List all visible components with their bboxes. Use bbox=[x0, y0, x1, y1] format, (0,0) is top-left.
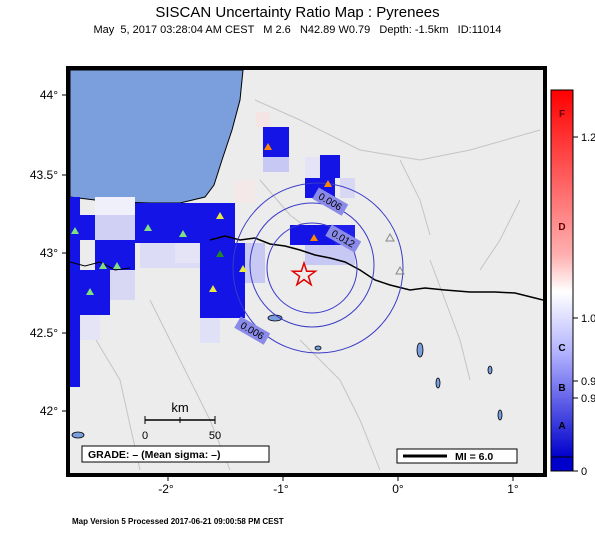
station-triangle-icon bbox=[144, 224, 152, 231]
grade-text: GRADE: – (Mean sigma: –) bbox=[88, 449, 220, 461]
colorbar-gradient bbox=[550, 89, 574, 458]
station-triangle-icon bbox=[99, 262, 107, 269]
lat-label: 42° bbox=[40, 404, 58, 418]
lon-label: -1° bbox=[273, 482, 289, 496]
lat-labels: 44° 43.5° 43° 42.5° 42° bbox=[30, 88, 58, 418]
grade-letter: C bbox=[558, 343, 565, 354]
station-triangle-icon bbox=[113, 262, 121, 269]
station-triangle-icon bbox=[86, 288, 94, 295]
station-triangle-icon bbox=[179, 230, 187, 237]
contour-labels: 0.006 0.012 0.006 bbox=[234, 187, 362, 345]
lon-label: 0° bbox=[392, 482, 404, 496]
station-triangle-icon bbox=[310, 234, 318, 241]
grade-letter: D bbox=[558, 222, 565, 233]
mi-box bbox=[396, 448, 518, 464]
colorbar: F D C B A 1.2 1.0 0.9 0.9 0 bbox=[550, 89, 595, 478]
mi-text: MI = 6.0 bbox=[455, 451, 493, 463]
lat-label: 43.5° bbox=[30, 168, 58, 182]
scale-unit: km bbox=[171, 400, 188, 415]
colorbar-value: 0.9 bbox=[581, 393, 595, 405]
uncertainty-contours bbox=[232, 182, 404, 354]
map-title: SISCAN Uncertainty Ratio Map : Pyrenees bbox=[155, 4, 440, 21]
lon-labels: -2° -1° 0° 1° bbox=[158, 482, 519, 496]
lakes bbox=[71, 314, 503, 439]
station-triangle-icon bbox=[324, 180, 332, 187]
grade-letter: A bbox=[558, 421, 565, 432]
lon-label: 1° bbox=[507, 482, 519, 496]
station-triangle-icon bbox=[264, 143, 272, 150]
station-triangle-icon bbox=[239, 265, 247, 272]
lat-label: 44° bbox=[40, 88, 58, 102]
lon-label: -2° bbox=[158, 482, 174, 496]
colorbar-value: 0.9 bbox=[581, 376, 595, 388]
station-triangle-icon bbox=[71, 227, 79, 234]
grade-letter: F bbox=[559, 109, 565, 120]
scale-tick: 50 bbox=[209, 430, 221, 442]
station-triangle-icon bbox=[209, 285, 217, 292]
event-info: May 5, 2017 03:28:04 AM CEST M 2.6 N42.8… bbox=[93, 24, 502, 36]
lat-label: 43° bbox=[40, 246, 58, 260]
stations bbox=[71, 143, 405, 295]
uncertainty-grid bbox=[70, 112, 355, 387]
grade-box bbox=[81, 445, 270, 463]
colorbar-value: 0 bbox=[581, 466, 587, 478]
grade-letter: B bbox=[558, 383, 565, 394]
lat-label: 42.5° bbox=[30, 326, 58, 340]
footer-processed: Map Version 5 Processed 2017-06-21 09:00… bbox=[72, 517, 284, 526]
epicenter-star-icon bbox=[290, 260, 318, 287]
scale-tick: 0 bbox=[142, 430, 148, 442]
border-line bbox=[209, 235, 543, 301]
scale-bar: km 0 50 bbox=[142, 400, 221, 442]
station-triangle-icon bbox=[216, 212, 224, 219]
station-triangle-icon bbox=[395, 265, 405, 275]
station-triangle-icon bbox=[385, 232, 395, 242]
station-triangle-icon bbox=[216, 250, 224, 257]
colorbar-value: 1.2 bbox=[581, 132, 595, 144]
colorbar-bottom bbox=[550, 456, 574, 472]
colorbar-value: 1.0 bbox=[581, 313, 595, 325]
